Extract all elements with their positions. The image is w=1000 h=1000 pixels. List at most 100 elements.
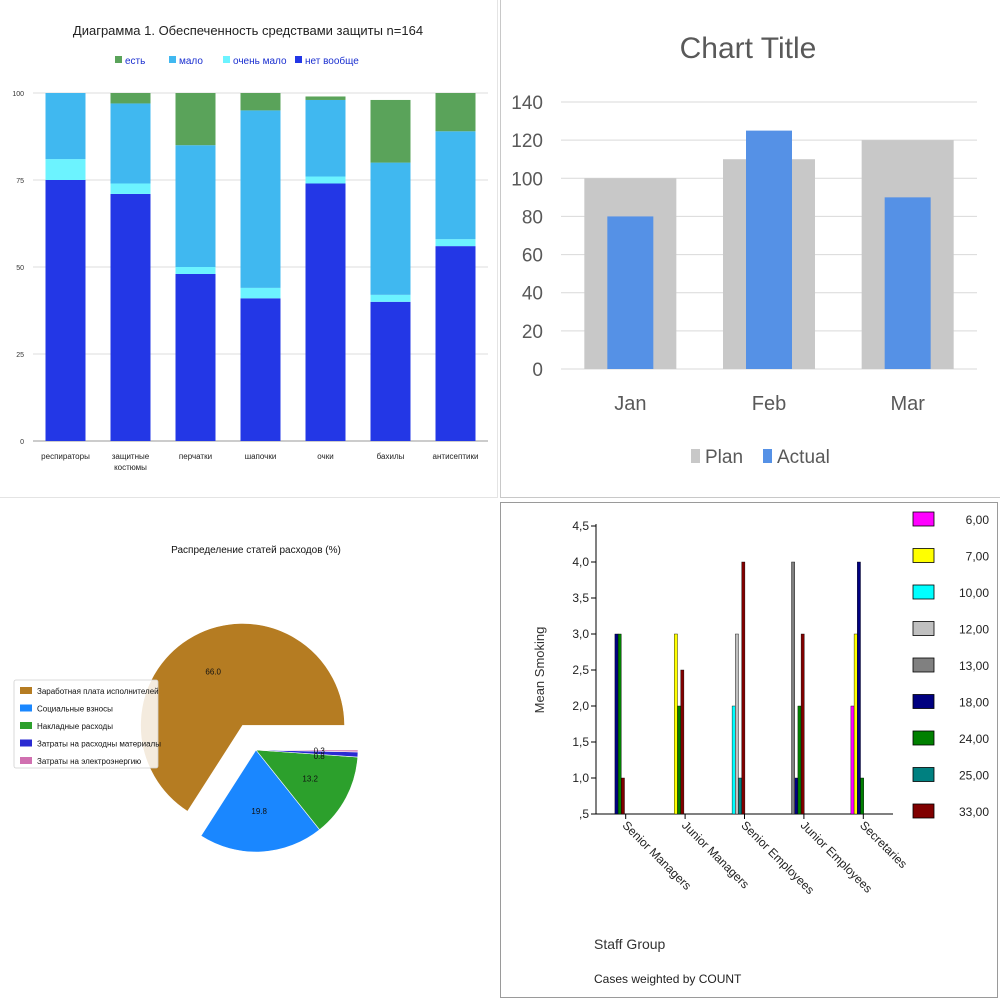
slice-value-label: 66.0 [205,668,221,677]
bar-actual [884,197,931,369]
y-tick-label: 1,5 [572,735,589,749]
bar-segment [370,162,411,295]
bar-segment [240,287,281,299]
y-tick-label: 80 [522,207,543,228]
legend-swatch [912,694,935,709]
legend-item: 25,00 [912,767,989,783]
y-tick-label: 60 [522,246,543,267]
bar [617,633,622,815]
legend-label: 33,00 [959,805,989,819]
x-tick-label: очки [317,452,333,461]
legend-label: Социальные взносы [37,705,113,714]
bar-segment [240,93,281,111]
legend-swatch [912,511,935,527]
pie-slice [200,749,321,853]
bar-segment [110,103,151,184]
bar-segment [175,273,216,441]
bar-actual [746,130,792,369]
bar [857,561,861,815]
legend-label: 12,00 [959,623,989,637]
legend-item: 13,00 [912,657,989,673]
legend-swatch [20,757,32,764]
pie-slice [255,749,359,753]
y-tick-label: 4,0 [572,555,589,569]
bar-segment [305,99,346,177]
legend-label: Actual [777,447,830,468]
y-tick-label: 100 [12,91,24,98]
bar [621,777,625,815]
legend-item: мало [169,56,203,67]
bar [614,633,619,815]
legend-label: есть [125,56,145,67]
chart-panel-expenses: Распределение статей расходов (%) 66.0 19.… [0,500,497,1000]
legend-label: 7,00 [966,550,990,564]
bar [853,633,858,815]
x-tick-label: шапочки [245,452,277,461]
legend-item: 7,00 [912,548,990,564]
legend-item: Затраты на электроэнергию [20,757,141,766]
x-tick-label: Mar [890,393,925,415]
bar-segment [240,110,281,288]
bar-segment [175,267,216,274]
legend-label: 18,00 [959,696,989,710]
legend-label: мало [179,56,203,67]
bar [677,705,681,815]
chart-panel-protection: Диаграмма 1. Обеспеченность средствами з… [0,0,498,498]
legend-swatch [912,584,935,600]
legend-label: Затраты на электроэнергию [37,757,141,766]
bar-segment [370,99,411,163]
x-tick-label: Feb [752,393,786,415]
bar-segment [305,96,346,100]
legend-label: очень мало [233,56,287,67]
y-tick-label: 100 [511,169,543,190]
y-tick-label: 3,0 [572,627,589,641]
bar-segment [435,239,476,247]
legend-swatch [912,803,935,819]
x-tick-label: респираторы [41,452,90,461]
bar-segment [110,183,151,194]
legend-swatch [912,767,935,782]
x-tick-label: Jan [614,393,646,415]
y-tick-label: 2,0 [572,699,589,713]
legend-swatch [912,730,935,746]
legend-label: Plan [705,447,743,468]
stacked-bar-chart: Диаграмма 1. Обеспеченность средствами з… [12,23,488,472]
bar-segment [45,159,86,180]
slice-value-label: 0.3 [314,747,326,756]
y-tick-label: 4,5 [572,519,589,533]
legend-label: нет вообще [305,55,359,67]
bar-segment [305,176,346,184]
bar [735,633,739,815]
legend-swatch [763,449,772,463]
expenses-pie-chart: Распределение статей расходов (%) 66.0 19.… [13,545,359,853]
y-tick-label: 0 [20,439,24,446]
x-tick-label: Secretaries [857,818,910,871]
smoking-bar-chart: ,5 1,0 1,5 2,0 2,5 3,0 3,5 4,0 4,5 Mean Smoking Se… [532,511,990,986]
y-tick-label: 2,5 [572,663,589,677]
chart-title: Диаграмма 1. Обеспеченность средствами з… [73,23,423,38]
legend-swatch [115,56,122,63]
bar-segment [240,298,281,441]
y-tick-label: ,5 [579,807,589,821]
bar-segment [370,294,411,302]
legend-swatch [912,657,935,673]
legend-item: Plan [691,447,743,468]
bar [731,705,736,815]
slice-value-label: 19.8 [251,807,267,816]
legend-item: 12,00 [912,621,989,637]
legend-swatch [295,56,302,63]
chart-title: Распределение статей расходов (%) [171,545,341,556]
chart-panel-plan-actual: Chart Title 0 20 40 60 80 100 120 140 Jan Feb Mar Pl… [500,0,1000,498]
y-tick-label: 75 [16,178,24,185]
slice-value-label: 0.8 [314,752,326,761]
legend-item: нет вообще [295,55,359,67]
legend-label: Затраты на расходны материалы [37,740,161,749]
bar-segment [110,93,151,104]
bar [794,777,799,815]
bar-segment [175,93,216,146]
legend-label: Накладные расходы [37,722,113,731]
bar-actual [607,216,654,369]
x-tick-label: перчатки [179,452,212,461]
legend-swatch [20,687,32,694]
bar [741,561,746,815]
